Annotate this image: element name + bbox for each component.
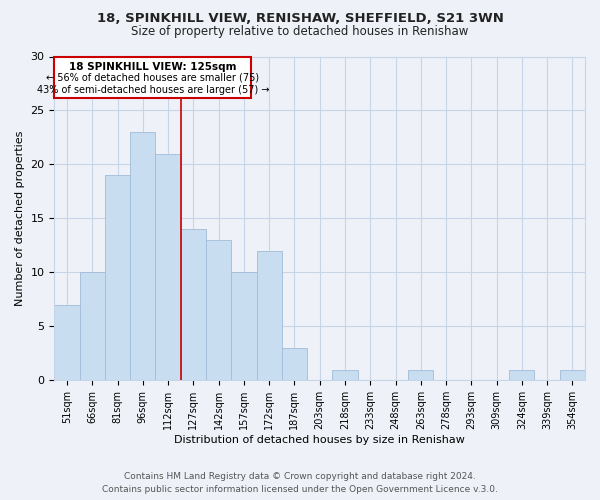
Text: Size of property relative to detached houses in Renishaw: Size of property relative to detached ho… <box>131 25 469 38</box>
Bar <box>282 348 307 380</box>
Bar <box>332 370 358 380</box>
Bar <box>509 370 535 380</box>
Bar <box>206 240 231 380</box>
Bar <box>408 370 433 380</box>
Bar <box>560 370 585 380</box>
Text: Contains HM Land Registry data © Crown copyright and database right 2024.
Contai: Contains HM Land Registry data © Crown c… <box>102 472 498 494</box>
Text: 18, SPINKHILL VIEW, RENISHAW, SHEFFIELD, S21 3WN: 18, SPINKHILL VIEW, RENISHAW, SHEFFIELD,… <box>97 12 503 26</box>
Bar <box>257 251 282 380</box>
FancyBboxPatch shape <box>55 56 251 98</box>
X-axis label: Distribution of detached houses by size in Renishaw: Distribution of detached houses by size … <box>174 435 465 445</box>
Bar <box>130 132 155 380</box>
Text: 18 SPINKHILL VIEW: 125sqm: 18 SPINKHILL VIEW: 125sqm <box>69 62 236 72</box>
Bar <box>105 175 130 380</box>
Bar <box>181 229 206 380</box>
Bar <box>55 305 80 380</box>
Y-axis label: Number of detached properties: Number of detached properties <box>15 130 25 306</box>
Bar <box>155 154 181 380</box>
Bar <box>80 272 105 380</box>
Text: 43% of semi-detached houses are larger (57) →: 43% of semi-detached houses are larger (… <box>37 84 269 94</box>
Text: ← 56% of detached houses are smaller (75): ← 56% of detached houses are smaller (75… <box>46 72 260 83</box>
Bar <box>231 272 257 380</box>
